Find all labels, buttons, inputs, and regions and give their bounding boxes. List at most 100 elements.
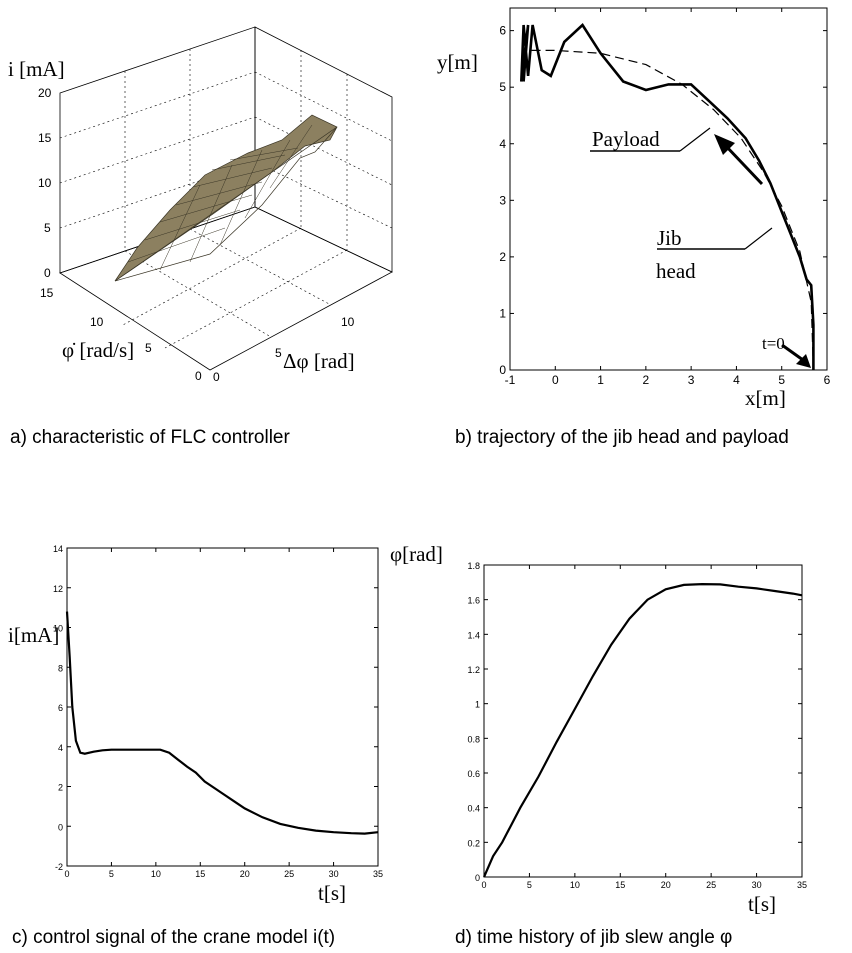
x-axis-label: Δφ [rad] [283, 349, 355, 373]
x-tick-label: 25 [706, 880, 716, 890]
y-tick-label: 8 [58, 663, 63, 673]
caption-d: d) time history of jib slew angle φ [455, 927, 732, 948]
annotation-head: head [656, 259, 696, 283]
y-tick-label: 1.6 [467, 596, 480, 606]
y-tick-label: 1 [475, 700, 480, 710]
y-axis-label: i[mA] [8, 623, 59, 647]
t0-arrow-shaft [781, 343, 804, 362]
caption-a: a) characteristic of FLC controller [10, 427, 290, 448]
caption-c: c) control signal of the crane model i(t… [12, 927, 335, 948]
x-tick-label: 1 [597, 373, 604, 387]
x-tick-labels: 0 5 10 15 20 25 30 35 [481, 880, 807, 890]
tick-marks [509, 8, 828, 371]
x-tick-label: 15 [195, 869, 205, 879]
series-trajectory [520, 22, 815, 370]
y-tick-label: 1.8 [467, 561, 480, 571]
x-tick-label: 20 [240, 869, 250, 879]
x-tick: 0 [213, 370, 220, 384]
y-tick-label: 14 [53, 544, 63, 554]
z-axis-label: i [mA] [8, 57, 65, 81]
x-tick-label: 15 [615, 880, 625, 890]
y-tick-label: -2 [55, 862, 63, 872]
z-tick: 5 [44, 221, 51, 235]
y-tick-label: 1 [499, 306, 506, 320]
y-tick-label: 0.6 [467, 769, 480, 779]
x-tick-label: 5 [527, 880, 532, 890]
z-tick: 0 [44, 266, 51, 280]
y-tick: 0 [195, 369, 202, 383]
y-tick-labels: 0 0.2 0.4 0.6 0.8 1 1.2 1.4 1.6 1.8 [467, 561, 480, 883]
y-axis-label: φ[rad] [390, 542, 443, 566]
series-jib-head-reference [528, 49, 814, 371]
x-tick: 10 [341, 315, 355, 329]
y-tick-label: 0.2 [467, 838, 480, 848]
y-tick: 5 [145, 341, 152, 355]
annotation-t0: t=0 [762, 334, 785, 353]
x-tick-label: 35 [797, 880, 807, 890]
x-tick-label: 0 [481, 880, 486, 890]
y-axis-label: φ̇ [rad/s] [62, 338, 134, 362]
y-tick-label: 1.4 [467, 630, 480, 640]
x-tick-labels: -1 0 1 2 3 4 5 6 [505, 373, 831, 387]
x-tick-label: 30 [329, 869, 339, 879]
annotation-payload: Payload [592, 127, 660, 151]
x-tick-label: -1 [505, 373, 516, 387]
y-axis-label: y[m] [437, 50, 478, 74]
x-axis-label: t[s] [748, 892, 776, 916]
y-tick-label: 0.4 [467, 804, 480, 814]
annotation-jib: Jib [657, 226, 682, 250]
y-tick-label: 0 [499, 363, 506, 377]
series-slew-angle [482, 582, 803, 878]
z-tick: 20 [38, 86, 52, 100]
x-tick-labels: 0 5 10 15 20 25 30 35 [64, 869, 383, 879]
direction-arrow-icon [714, 134, 735, 155]
x-tick-label: 2 [643, 373, 650, 387]
grid-left-wall [59, 49, 256, 251]
x-tick-label: 4 [733, 373, 740, 387]
y-tick-label: 6 [58, 703, 63, 713]
z-tick: 10 [38, 176, 52, 190]
x-axis-label: t[s] [318, 881, 346, 905]
series-current [65, 611, 379, 835]
x-tick-label: 5 [778, 373, 785, 387]
x-tick-label: 30 [752, 880, 762, 890]
panel-a-surface-chart: 0 5 10 15 20 0 5 10 15 0 5 10 i [mA] φ̇ … [8, 26, 393, 384]
tick-marks [66, 547, 379, 867]
y-tick-label: 1.2 [467, 665, 480, 675]
y-tick-label: 3 [499, 193, 506, 207]
x-tick-label: 10 [151, 869, 161, 879]
x-tick-label: 10 [570, 880, 580, 890]
y-tick-labels: 0 1 2 3 4 5 6 [499, 24, 506, 377]
direction-arrow-shaft [723, 143, 764, 186]
y-tick-label: 5 [499, 80, 506, 94]
x-tick-label: 20 [661, 880, 671, 890]
payload-leader [679, 127, 711, 152]
y-tick-label: 0 [58, 822, 63, 832]
x-tick-label: 0 [552, 373, 559, 387]
y-tick-label: 2 [499, 250, 506, 264]
y-tick-labels: 0 5 10 15 [40, 286, 202, 383]
t0-arrow-icon [796, 354, 811, 368]
y-tick-label: 6 [499, 24, 506, 38]
plot-frame [66, 547, 379, 867]
x-axis-label: x[m] [745, 386, 786, 410]
x-tick-label: 3 [688, 373, 695, 387]
surface-mesh [114, 114, 338, 282]
caption-b: b) trajectory of the jib head and payloa… [455, 427, 789, 448]
tick-marks [483, 564, 803, 878]
y-tick-label: 2 [58, 783, 63, 793]
x-tick-label: 35 [373, 869, 383, 879]
x-tick: 5 [275, 346, 282, 360]
x-tick-label: 0 [64, 869, 69, 879]
z-tick-labels: 0 5 10 15 20 [38, 86, 52, 280]
grid-floor [120, 227, 348, 349]
y-tick-label: 0 [475, 873, 480, 883]
y-tick-label: 4 [58, 743, 63, 753]
y-tick-label: 12 [53, 584, 63, 594]
y-tick-label: 0.8 [467, 734, 480, 744]
grid-right-wall [254, 50, 393, 250]
x-tick-label: 25 [284, 869, 294, 879]
